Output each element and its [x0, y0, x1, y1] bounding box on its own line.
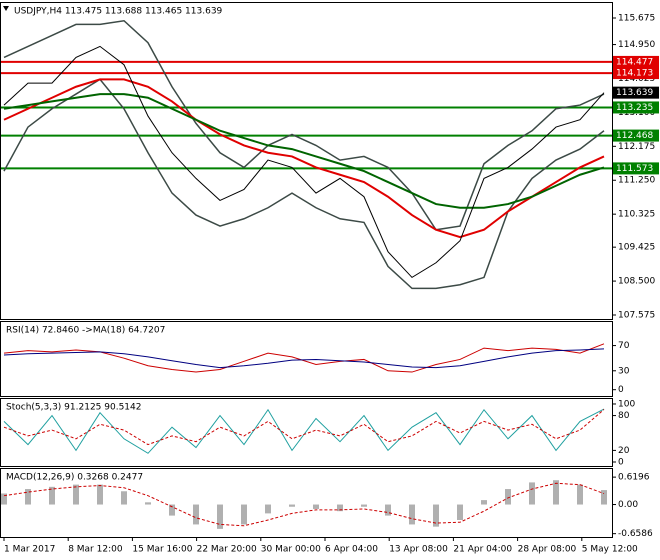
- histogram-bar: [409, 504, 415, 525]
- level-label: 112.468: [616, 131, 653, 141]
- y-tick-label: 112.175: [618, 142, 655, 152]
- histogram-bar: [481, 500, 487, 505]
- histogram-bar: [73, 484, 79, 505]
- panel-title: Stoch(5,3,3) 91.2125 90.5142: [6, 403, 141, 413]
- x-tick-label: 28 Apr 08:00: [518, 545, 577, 555]
- y-tick-label: 115.675: [618, 13, 655, 23]
- y-tick-label: 30: [618, 366, 630, 376]
- y-tick-label: 109.425: [618, 243, 655, 253]
- series-line: [3, 45, 605, 279]
- y-tick-label: 100: [618, 399, 635, 409]
- panel-title: USDJPY,H4 113.475 113.688 113.465 113.63…: [14, 7, 223, 17]
- level-label: 114.173: [616, 69, 653, 79]
- y-tick-label: 80: [618, 411, 630, 421]
- level-label: 114.477: [616, 57, 653, 67]
- y-tick-label: 108.500: [618, 277, 655, 287]
- level-label-box: [613, 101, 659, 114]
- y-tick-label: 0.6196: [618, 473, 650, 483]
- histogram-bar: [25, 489, 31, 505]
- level-label-box: [613, 162, 659, 175]
- histogram-bar: [1, 493, 7, 505]
- x-tick-label: 30 Mar 00:00: [261, 545, 321, 555]
- histogram-bar: [97, 484, 103, 505]
- y-tick-label: 70: [618, 341, 630, 351]
- series-line: [3, 93, 605, 209]
- y-tick-label: 107.575: [618, 311, 655, 321]
- histogram-bar: [577, 484, 583, 505]
- x-tick-label: 6 Apr 04:00: [325, 545, 378, 555]
- series-line: [3, 78, 605, 239]
- series-line: [3, 19, 605, 231]
- panel-frame: [0, 321, 613, 397]
- y-tick-label: 20: [618, 446, 630, 456]
- histogram-bar: [385, 504, 391, 516]
- histogram-bar: [193, 504, 199, 525]
- histogram-bar: [361, 504, 367, 507]
- x-tick-label: 15 Mar 16:00: [132, 545, 192, 555]
- histogram-bar: [241, 504, 247, 525]
- x-tick-label: 13 Apr 08:00: [389, 545, 448, 555]
- histogram-bar: [553, 480, 559, 505]
- y-tick-label: 111.250: [618, 176, 655, 186]
- panel-title: RSI(14) 72.8460 ->MA(18) 64.7207: [6, 326, 165, 336]
- histogram-bar: [529, 482, 535, 505]
- y-tick-label: 110.325: [618, 210, 655, 220]
- y-tick-label: 0: [618, 385, 624, 395]
- histogram-bar: [169, 504, 175, 516]
- panel-frame: [0, 468, 613, 538]
- y-tick-label: -0.6586: [618, 529, 653, 539]
- level-label: 113.235: [616, 103, 653, 113]
- panel-frame: [0, 398, 613, 467]
- histogram-bar: [289, 504, 295, 507]
- level-label-box: [613, 55, 659, 68]
- series-line: [3, 343, 605, 373]
- x-tick-label: 1 Mar 2017: [4, 545, 55, 555]
- y-tick-label: 114.950: [618, 40, 655, 50]
- histogram-bar: [121, 491, 127, 505]
- histogram-bar: [217, 504, 223, 529]
- histogram-bar: [313, 504, 319, 509]
- panel-title: MACD(12,26,9) 0.3268 0.2477: [6, 473, 143, 483]
- level-label: 111.573: [616, 164, 653, 174]
- series-line: [3, 409, 605, 446]
- series-line: [3, 348, 605, 369]
- series-line: [3, 78, 605, 290]
- y-tick-label: 0.00: [618, 500, 638, 510]
- level-label-box: [613, 67, 659, 80]
- histogram-bar: [49, 486, 55, 505]
- histogram-bar: [265, 504, 271, 514]
- last-price-box: [613, 86, 659, 99]
- histogram-bar: [337, 504, 343, 512]
- x-tick-label: 8 Mar 12:00: [68, 545, 123, 555]
- panel-frame: [0, 2, 613, 320]
- histogram-bar: [505, 489, 511, 505]
- histogram-bar: [145, 502, 151, 505]
- x-tick-label: 22 Mar 20:00: [197, 545, 257, 555]
- last-price-label: 113.639: [616, 88, 653, 98]
- series-line: [3, 482, 605, 527]
- histogram-bar: [433, 504, 439, 527]
- x-tick-label: 5 May 12:00: [582, 545, 638, 555]
- histogram-bar: [457, 504, 463, 521]
- histogram-bar: [601, 490, 607, 505]
- x-tick-label: 21 Apr 04:00: [453, 545, 512, 555]
- level-label-box: [613, 129, 659, 142]
- y-tick-label: 0: [618, 457, 624, 467]
- menu-arrow[interactable]: [3, 6, 9, 11]
